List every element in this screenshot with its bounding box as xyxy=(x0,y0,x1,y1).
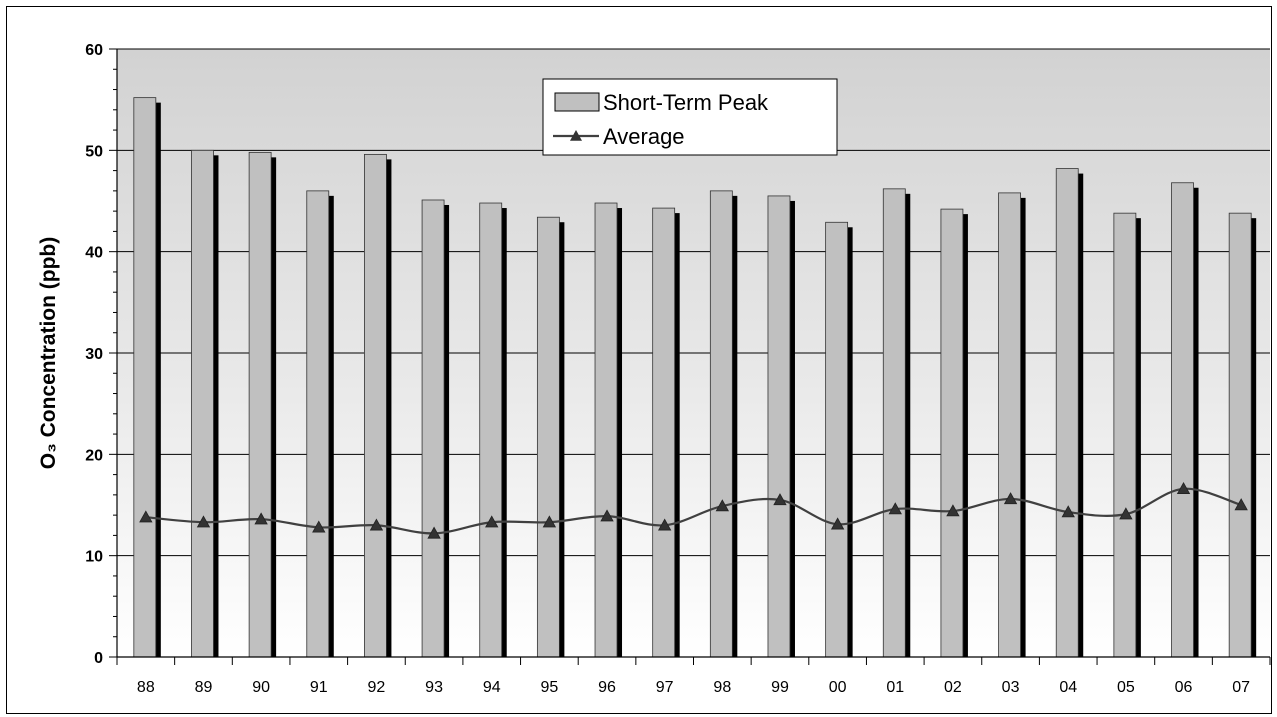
bar xyxy=(652,207,676,658)
bar xyxy=(882,188,906,658)
y-tick-label: 40 xyxy=(85,245,103,262)
average-marker xyxy=(139,510,153,523)
y-tick-label: 60 xyxy=(85,42,103,59)
average-marker xyxy=(254,512,268,525)
x-tick-label: 89 xyxy=(195,679,213,696)
y-tick-label: 0 xyxy=(94,650,103,667)
average-marker xyxy=(485,515,499,528)
x-tick-label: 95 xyxy=(540,679,558,696)
average-marker xyxy=(1119,507,1133,520)
axes xyxy=(109,48,1271,665)
x-tick-label: 07 xyxy=(1232,679,1250,696)
x-tick-label: 01 xyxy=(886,679,904,696)
bar xyxy=(594,202,618,658)
average-marker xyxy=(600,509,614,522)
average-marker xyxy=(369,518,384,531)
bar xyxy=(1171,182,1194,658)
average-marker xyxy=(715,499,730,512)
legend-bar-swatch xyxy=(554,92,600,112)
average-marker xyxy=(427,526,441,539)
x-tick-label: 92 xyxy=(368,679,386,696)
x-tick-label: 90 xyxy=(252,679,270,696)
bar xyxy=(940,208,964,658)
chart-frame: 0 10 20 30 40 50 60 88 89 90 91 92 93 94 95 96 97 98 99 00 0… xyxy=(6,6,1272,714)
x-tick-label: 93 xyxy=(425,679,443,696)
average-marker xyxy=(196,515,211,528)
x-tick-label: 00 xyxy=(829,679,847,696)
x-tick-label: 98 xyxy=(713,679,731,696)
legend: Short-Term Peak Average xyxy=(542,78,838,156)
average-marker xyxy=(1176,481,1191,494)
x-tick-label: 96 xyxy=(598,679,616,696)
bar xyxy=(133,97,157,658)
average-marker xyxy=(1003,492,1018,505)
bar xyxy=(421,199,445,658)
legend-label-line: Average xyxy=(603,124,685,149)
average-marker xyxy=(773,493,787,506)
x-tick-label: 06 xyxy=(1175,679,1193,696)
line-series xyxy=(139,481,1248,539)
legend-line-marker xyxy=(570,130,582,141)
average-marker xyxy=(830,517,845,530)
bar xyxy=(1113,212,1137,658)
bar xyxy=(479,202,503,658)
y-tick-label: 30 xyxy=(85,346,103,363)
x-tick-label: 03 xyxy=(1002,679,1020,696)
average-marker xyxy=(1061,505,1075,518)
average-marker xyxy=(312,520,326,533)
bar xyxy=(709,190,733,658)
average-marker xyxy=(946,504,960,517)
x-tick-label: 99 xyxy=(771,679,789,696)
average-marker xyxy=(542,515,557,528)
x-tick-label: 05 xyxy=(1117,679,1135,696)
x-tick-label: 88 xyxy=(137,679,155,696)
x-tick-label: 91 xyxy=(310,679,328,696)
bar xyxy=(825,221,849,658)
y-tick-label: 50 xyxy=(85,143,103,160)
bar xyxy=(306,190,330,658)
y-tick-label: 10 xyxy=(85,549,103,566)
bar xyxy=(191,149,214,658)
bar xyxy=(364,153,387,658)
bar xyxy=(248,151,272,658)
x-tick-label: 97 xyxy=(656,679,674,696)
bar xyxy=(767,195,791,658)
y-tick-label: 20 xyxy=(85,447,103,464)
legend-label-bar: Short-Term Peak xyxy=(603,90,769,115)
average-marker xyxy=(1234,498,1248,511)
x-tick-label: 94 xyxy=(483,679,501,696)
average-marker xyxy=(657,518,672,531)
average-marker xyxy=(888,502,902,515)
y-axis-title: O₃ Concentration (ppb) xyxy=(37,237,60,470)
bar xyxy=(1055,168,1079,658)
legend-box xyxy=(542,78,838,156)
bar xyxy=(998,192,1021,658)
bar xyxy=(1228,212,1252,658)
bar xyxy=(536,216,560,658)
x-tick-label: 02 xyxy=(944,679,962,696)
x-tick-label: 04 xyxy=(1059,679,1077,696)
